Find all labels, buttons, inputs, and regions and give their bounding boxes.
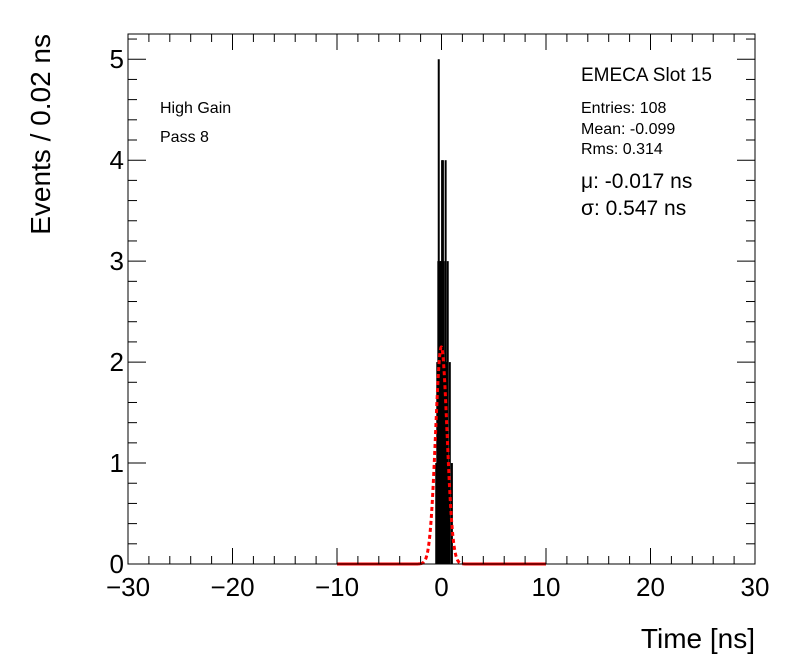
x-tick-label: −20 <box>210 572 254 602</box>
histogram-bar <box>446 261 449 564</box>
x-tick-label: 10 <box>532 572 561 602</box>
y-tick-label: 1 <box>110 448 124 478</box>
y-tick-label: 0 <box>110 549 124 579</box>
histogram-bar <box>444 160 447 564</box>
histogram-bar <box>435 463 438 564</box>
x-tick-labels: −30 −20 −10 0 10 20 30 <box>106 572 770 602</box>
y-tick-label: 2 <box>110 347 124 377</box>
slot-title: EMECA Slot 15 <box>581 65 712 86</box>
y-tick-labels: 0 1 2 3 4 5 <box>110 44 124 579</box>
x-tick-label: 20 <box>636 572 665 602</box>
histogram-bar <box>443 362 446 564</box>
x-axis-title: Time [ns] <box>641 623 755 654</box>
stat-rms: Rms: 0.314 <box>581 141 663 158</box>
histogram-bar <box>436 362 439 564</box>
histogram-bar <box>442 261 445 564</box>
histogram-bar <box>437 59 440 564</box>
stat-entries: Entries: 108 <box>581 100 666 117</box>
x-tick-label: −10 <box>315 572 359 602</box>
y-tick-label: 4 <box>110 145 124 175</box>
y-tick-label: 5 <box>110 44 124 74</box>
histogram-bar <box>445 362 448 564</box>
histogram-bar <box>447 463 450 564</box>
fit-sigma: σ: 0.547 ns <box>581 197 686 220</box>
bars-layer <box>435 59 453 564</box>
x-tick-label: 0 <box>434 572 448 602</box>
y-tick-label: 3 <box>110 246 124 276</box>
x-tick-label: −30 <box>106 572 150 602</box>
fit-mu: μ: -0.017 ns <box>581 170 692 193</box>
x-tick-label: 30 <box>741 572 770 602</box>
fit-curve-core <box>420 345 463 566</box>
label-pass: Pass 8 <box>160 129 209 146</box>
ticks-layer <box>127 34 756 565</box>
y-axis-title: Events / 0.02 ns <box>25 34 56 235</box>
label-high-gain: High Gain <box>160 100 231 117</box>
stat-mean: Mean: -0.099 <box>581 121 675 138</box>
